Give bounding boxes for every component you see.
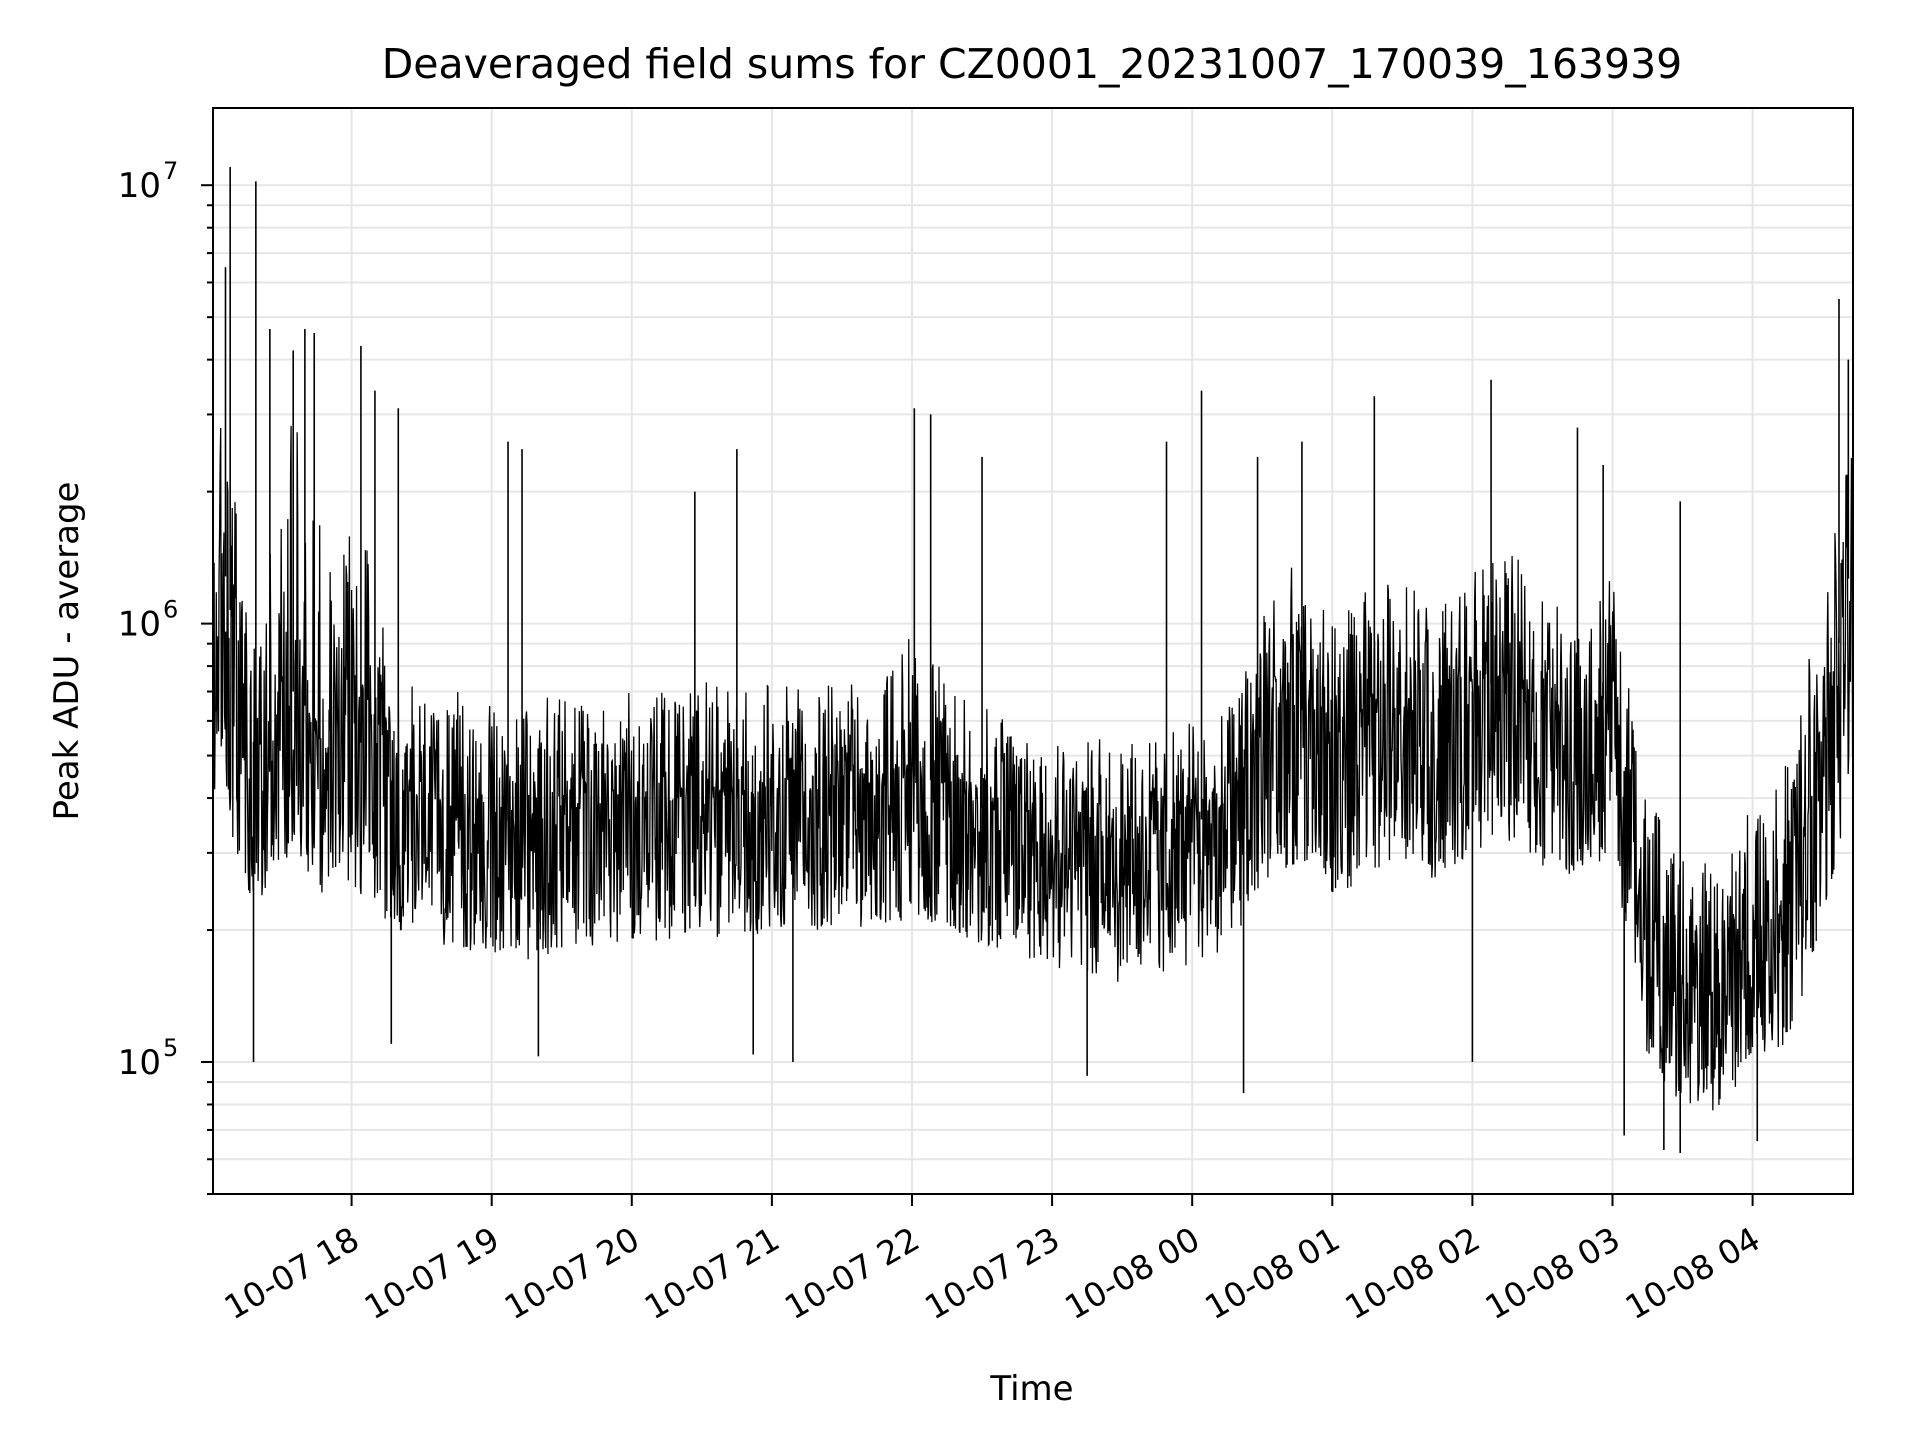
chart-title: Deaveraged field sums for CZ0001_2023100… [382,40,1683,88]
y-tick-base: 10 [118,166,161,206]
x-tick-label: 10-07 21 [638,1219,786,1327]
x-tick-label: 10-08 01 [1198,1219,1346,1327]
y-tick-label: 10 6 [118,596,179,645]
x-tick-label: 10-08 02 [1338,1219,1486,1327]
x-tick-label: 10-07 19 [358,1219,506,1327]
series-line [212,167,1854,1154]
x-tick-label: 10-07 22 [778,1219,926,1327]
x-tick-label: 10-08 03 [1478,1219,1626,1327]
grid [213,108,1853,1195]
y-axis-label: Peak ADU - average [47,482,87,821]
plot-frame [212,107,1854,1195]
y-tick-exponent: 6 [163,596,178,624]
y-tick-base: 10 [118,605,161,645]
y-tick-base: 10 [118,1043,161,1083]
x-tick-label: 10-08 00 [1058,1219,1206,1327]
x-tick-label: 10-07 20 [498,1219,646,1327]
x-tick-label: 10-07 23 [918,1219,1066,1327]
y-tick-label: 10 5 [118,1034,179,1083]
y-tick-exponent: 7 [163,157,178,185]
x-tick-label: 10-08 04 [1619,1219,1767,1327]
x-axis-label: Time [989,1369,1073,1409]
x-tick-label: 10-07 18 [218,1219,366,1327]
y-tick-exponent: 5 [163,1034,178,1062]
series-trace [212,425,1854,1111]
y-tick-label: 10 7 [118,157,179,206]
